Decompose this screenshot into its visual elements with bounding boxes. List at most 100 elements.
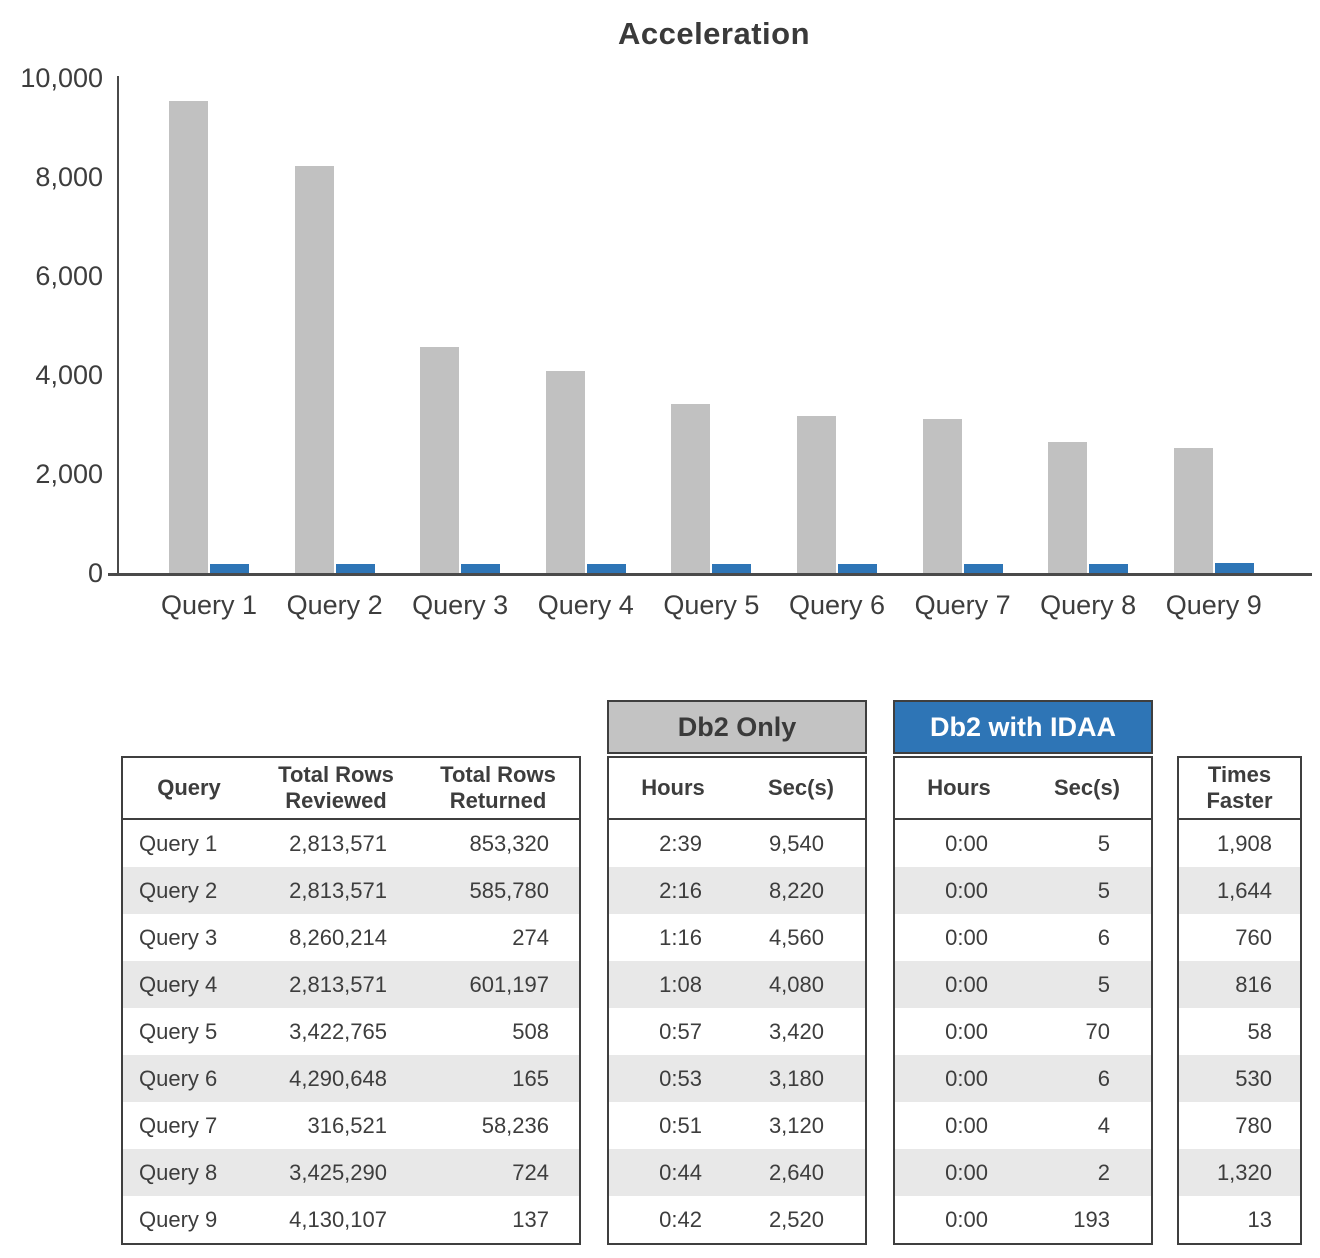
db2-only-cell: 9,540 [768, 830, 824, 856]
query-table-row: Query 7 316,521 58,236 [123, 1102, 579, 1149]
x-category-label: Query 6 [788, 590, 886, 620]
db2-only-cell: 2:39 [659, 830, 702, 856]
db2-idaa-row: 0:00 5 [895, 820, 1151, 867]
query-table-row: Query 8 3,425,290 724 [123, 1149, 579, 1196]
query-rows-table: Query Total Rows Reviewed Total Rows Returne… [121, 756, 581, 1245]
x-category-label: Query 5 [663, 590, 760, 620]
db2-idaa-cell: 193 [1073, 1206, 1110, 1232]
idaa-bar-3 [461, 564, 501, 573]
query-table-cell: 137 [512, 1206, 549, 1232]
times-faster-cell: 760 [1235, 924, 1272, 950]
x-category-label: Query 2 [286, 590, 383, 620]
idaa-bar-8 [1089, 564, 1129, 573]
db2-idaa-cell: 4 [1097, 1112, 1110, 1138]
header-line: Reviewed [285, 788, 387, 813]
times-faster-row: 1,320 [1179, 1149, 1300, 1196]
db2-only-bar-6 [797, 416, 836, 573]
db2-idaa-header-cell: Hours [895, 758, 1023, 818]
db2-only-row: 0:42 2,520 [609, 1196, 865, 1243]
query-table-cell: Query 2 [139, 877, 218, 903]
idaa-bar-6 [838, 564, 877, 573]
db2-only-bar-5 [671, 404, 711, 573]
query-table-row: Query 4 2,813,571 601,197 [123, 961, 579, 1008]
bar-group-query-9 [1173, 448, 1254, 573]
query-table-cell: Query 1 [139, 830, 218, 856]
db2-idaa-row: 0:00 6 [895, 914, 1151, 961]
query-table-row: Query 9 4,130,107 137 [123, 1196, 579, 1243]
times-faster-row: 760 [1179, 914, 1300, 961]
db2-only-cell: 0:57 [659, 1018, 702, 1044]
query-table-cell: 274 [512, 924, 549, 950]
query-table-header-cell: Query [123, 758, 255, 818]
idaa-bar-7 [963, 564, 1003, 573]
db2-only-cell: 2,520 [768, 1206, 824, 1232]
db2-idaa-cell: 0:00 [945, 1206, 988, 1232]
query-table-row: Query 3 8,260,214 274 [123, 914, 579, 961]
query-table-cell: 4,130,107 [289, 1206, 387, 1232]
db2-only-bar-8 [1048, 442, 1088, 573]
query-table-cell: Query 8 [139, 1159, 218, 1185]
db2-idaa-cell: 5 [1097, 971, 1110, 997]
header-line: Total Rows [278, 762, 394, 788]
times-faster-row: 13 [1179, 1196, 1300, 1243]
query-table-cell: Query 5 [139, 1018, 218, 1044]
db2-only-cell: 0:51 [659, 1112, 702, 1138]
query-table-cell: 58,236 [481, 1112, 549, 1138]
db2-only-cell: 0:42 [659, 1206, 702, 1232]
query-table-cell: 8,260,214 [289, 924, 387, 950]
bar-group-query-2 [294, 166, 375, 573]
db2-idaa-header-cell: Sec(s) [1023, 758, 1151, 818]
db2-only-body: 2:39 9,540 2:16 8,220 1:16 4,560 1:08 4,080 0:57… [609, 820, 865, 1243]
y-tick-label: 4,000 [35, 360, 103, 390]
query-table-cell: 316,521 [307, 1112, 387, 1138]
db2-only-row: 0:51 3,120 [609, 1102, 865, 1149]
idaa-bar-4 [586, 564, 626, 573]
db2-only-row: 0:57 3,420 [609, 1008, 865, 1055]
db2-only-row: 1:16 4,560 [609, 914, 865, 961]
db2-only-row: 0:44 2,640 [609, 1149, 865, 1196]
times-faster-body: 1,908 1,644 760 816 58 530 780 1,320 13 [1179, 820, 1300, 1243]
db2-only-bar-9 [1173, 448, 1213, 573]
bar-group-query-3 [420, 347, 501, 573]
times-faster-cell: 1,908 [1216, 830, 1272, 856]
idaa-bar-2 [335, 564, 375, 573]
idaa-bar-5 [712, 564, 752, 573]
db2-idaa-row: 0:00 4 [895, 1102, 1151, 1149]
db2-with-idaa-banner: Db2 with IDAA [893, 700, 1153, 754]
query-table-header-cell: Total Rows Returned [417, 758, 579, 818]
query-table-cell: Query 4 [139, 971, 218, 997]
header-line: Query [157, 775, 221, 801]
db2-only-cell: 4,560 [768, 924, 824, 950]
db2-only-row: 2:39 9,540 [609, 820, 865, 867]
db2-only-cell: 3,420 [768, 1018, 824, 1044]
times-faster-cell: 816 [1235, 971, 1272, 997]
query-table-cell: Query 7 [139, 1112, 218, 1138]
db2-idaa-cell: 70 [1085, 1018, 1110, 1044]
query-table-cell: 853,320 [469, 830, 549, 856]
db2-only-cell: 4,080 [768, 971, 824, 997]
db2-only-cell: 0:53 [659, 1065, 702, 1091]
x-category-label: Query 1 [160, 590, 258, 620]
db2-idaa-cell: 0:00 [945, 1159, 988, 1185]
times-faster-cell: 1,644 [1216, 877, 1272, 903]
db2-idaa-body: 0:00 5 0:00 5 0:00 6 0:00 5 0:00 70 0:00 6 0:00 4 0:00… [895, 820, 1151, 1243]
db2-only-bar-7 [922, 419, 962, 573]
query-table-cell: Query 6 [139, 1065, 218, 1091]
db2-idaa-cell: 6 [1097, 1065, 1110, 1091]
query-table-cell: 3,425,290 [289, 1159, 387, 1185]
db2-only-cell: 2:16 [659, 877, 702, 903]
x-category-label: Query 4 [537, 590, 634, 620]
db2-only-bar-1 [169, 101, 208, 573]
query-table-cell: 585,780 [469, 877, 549, 903]
times-faster-row: 530 [1179, 1055, 1300, 1102]
y-tick-label: 6,000 [35, 261, 103, 291]
db2-idaa-row: 0:00 193 [895, 1196, 1151, 1243]
bar-group-query-4 [545, 371, 626, 573]
db2-only-bar-3 [420, 347, 460, 573]
db2-idaa-cell: 0:00 [945, 877, 988, 903]
db2-idaa-cell: 0:00 [945, 1065, 988, 1091]
header-line: Times [1207, 762, 1272, 788]
header-line: Total Rows [440, 762, 556, 788]
db2-with-idaa-table: Hours Sec(s) 0:00 5 0:00 5 0:00 6 0:00 5 0:00 70 0:0… [893, 756, 1153, 1245]
db2-idaa-cell: 5 [1097, 877, 1110, 903]
